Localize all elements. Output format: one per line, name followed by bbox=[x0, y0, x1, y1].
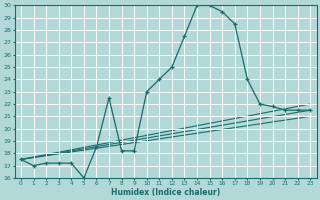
X-axis label: Humidex (Indice chaleur): Humidex (Indice chaleur) bbox=[111, 188, 220, 197]
